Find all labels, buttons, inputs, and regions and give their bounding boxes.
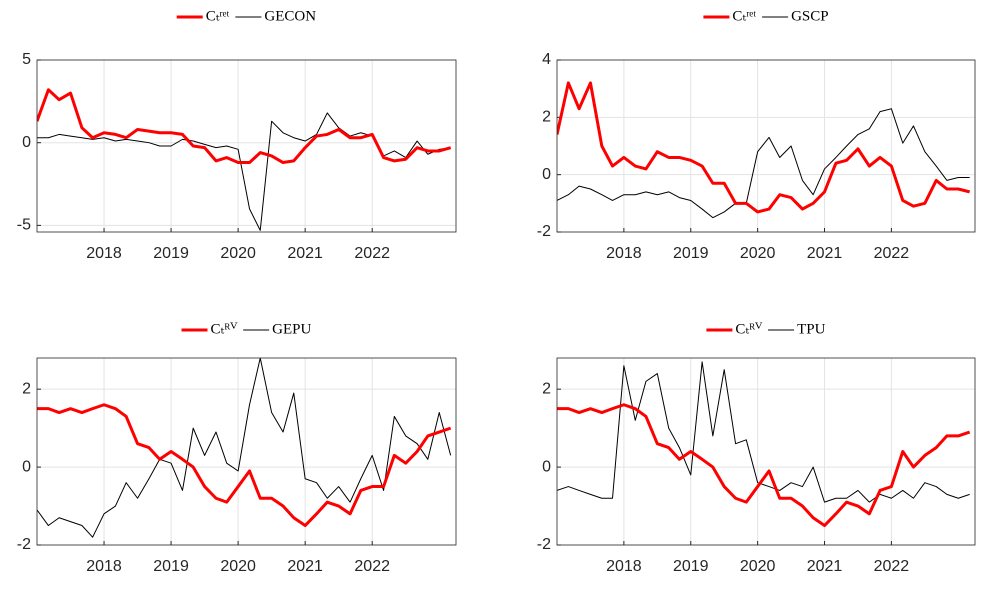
legend-label: Cₜʳᵉᵗ	[732, 8, 756, 24]
x-tick-label: 2019	[153, 558, 189, 575]
axes-box	[556, 357, 976, 546]
y-tick-label: -2	[537, 223, 551, 240]
x-tick-label: 2022	[354, 558, 390, 575]
x-tick-label: 2019	[673, 245, 709, 262]
y-tick-label: -5	[17, 217, 31, 234]
plot-lines	[557, 361, 971, 528]
x-tick-label: 2021	[287, 558, 323, 575]
subplot: -2 0 2 2018 2019 2020 2021 2022 Cₜᴿⱽ TPU	[537, 321, 976, 575]
x-tick-label: 2018	[86, 245, 122, 262]
legend: Cₜᴿⱽ TPU	[706, 321, 826, 337]
plot-lines	[37, 358, 452, 538]
x-tick-label: 2021	[807, 558, 843, 575]
y-tick-label: 0	[22, 458, 31, 475]
y-tick-label: 5	[22, 51, 31, 68]
plot-area	[557, 358, 975, 545]
x-tick-label: 2022	[354, 245, 390, 262]
y-tick-label: 4	[542, 51, 551, 68]
legend-label: Cₜᴿⱽ	[211, 321, 238, 337]
legend-label: GEPU	[272, 321, 311, 337]
series-line	[557, 361, 970, 503]
subplot: -5 0 5 2018 2019 2020 2021 2022 Cₜʳᵉᵗ GECON	[17, 8, 457, 262]
x-tick-label: 2018	[606, 558, 642, 575]
series-line	[37, 358, 452, 538]
x-tick-label: 2019	[673, 558, 709, 575]
subplot: -2 0 2 4 2018 2019 2020 2021 2022 Cₜʳᵉᵗ GSCP	[537, 8, 976, 262]
x-tick-label: 2022	[874, 558, 910, 575]
x-tick-label: 2020	[220, 558, 256, 575]
legend-label: TPU	[797, 321, 826, 337]
axes-box	[36, 357, 457, 546]
x-tick-label: 2020	[740, 245, 776, 262]
series-line	[557, 403, 971, 528]
x-tick-label: 2021	[807, 245, 843, 262]
y-tick-label: 2	[542, 380, 551, 397]
legend-label: Cₜʳᵉᵗ	[206, 8, 230, 24]
x-tick-label: 2021	[287, 245, 323, 262]
series-line	[37, 403, 452, 528]
series-line	[557, 81, 971, 214]
x-tick-label: 2020	[740, 558, 776, 575]
y-tick-label: 0	[22, 134, 31, 151]
legend: Cₜʳᵉᵗ GSCP	[703, 8, 829, 24]
subplot: -2 0 2 2018 2019 2020 2021 2022 Cₜᴿⱽ GEPU	[17, 321, 457, 575]
series-line	[37, 88, 452, 165]
y-tick-label: 2	[542, 109, 551, 126]
axes-box	[36, 59, 457, 233]
x-tick-label: 2018	[606, 245, 642, 262]
y-tick-label: -2	[537, 536, 551, 553]
legend-label: Cₜᴿⱽ	[735, 321, 762, 337]
legend-label: GSCP	[791, 8, 829, 24]
x-tick-label: 2020	[220, 245, 256, 262]
plot-lines	[37, 88, 452, 231]
x-tick-label: 2018	[86, 558, 122, 575]
plot-area	[37, 60, 456, 232]
y-tick-label: -2	[17, 536, 31, 553]
x-tick-label: 2019	[153, 245, 189, 262]
axes-box	[556, 59, 976, 233]
y-tick-label: 0	[542, 458, 551, 475]
legend-label: GECON	[264, 8, 316, 24]
plot-area	[37, 358, 456, 545]
legend: Cₜᴿⱽ GEPU	[181, 321, 312, 337]
y-tick-label: 0	[542, 166, 551, 183]
plot-lines	[557, 81, 971, 219]
y-tick-label: 2	[22, 380, 31, 397]
legend: Cₜʳᵉᵗ GECON	[176, 8, 316, 24]
x-tick-label: 2022	[874, 245, 910, 262]
series-line	[557, 108, 970, 219]
